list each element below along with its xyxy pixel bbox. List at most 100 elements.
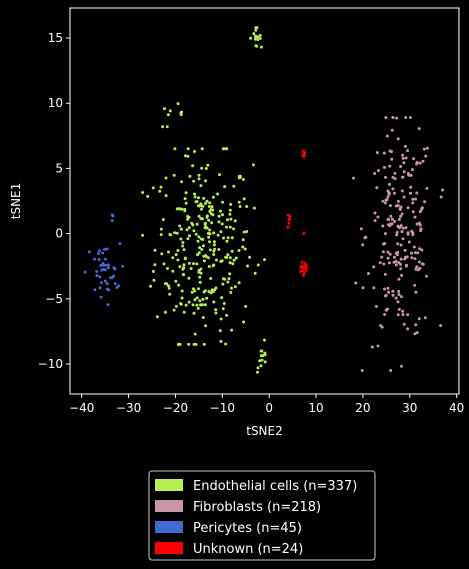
point-series-0 xyxy=(202,259,206,263)
point-series-0 xyxy=(162,262,166,266)
point-series-1 xyxy=(396,204,400,207)
point-series-0 xyxy=(190,221,194,225)
legend-label: Unknown (n=24) xyxy=(193,542,303,557)
point-series-1 xyxy=(413,215,417,219)
point-series-0 xyxy=(197,214,201,218)
point-series-3 xyxy=(299,266,303,269)
point-series-2 xyxy=(93,257,96,261)
point-series-2 xyxy=(105,282,109,285)
point-series-0 xyxy=(173,231,177,235)
point-series-0 xyxy=(249,36,253,40)
point-series-0 xyxy=(166,113,170,117)
legend-swatch xyxy=(155,542,183,554)
point-series-0 xyxy=(186,147,190,151)
point-series-1 xyxy=(404,156,408,160)
point-series-1 xyxy=(415,222,419,226)
point-series-0 xyxy=(174,279,178,283)
point-series-1 xyxy=(399,257,403,261)
point-series-0 xyxy=(217,214,221,218)
point-series-0 xyxy=(228,261,232,265)
point-series-0 xyxy=(153,248,157,252)
point-series-0 xyxy=(177,207,181,211)
point-series-1 xyxy=(424,274,428,278)
point-series-0 xyxy=(219,230,223,234)
point-series-0 xyxy=(242,320,246,324)
point-series-0 xyxy=(153,263,157,267)
point-series-1 xyxy=(383,287,386,291)
point-series-0 xyxy=(184,191,188,195)
point-series-0 xyxy=(205,226,209,230)
point-series-0 xyxy=(194,232,198,236)
point-series-1 xyxy=(389,369,393,372)
point-series-1 xyxy=(395,233,399,237)
point-series-0 xyxy=(183,256,187,260)
point-series-0 xyxy=(207,265,211,268)
point-series-0 xyxy=(253,271,257,275)
point-series-2 xyxy=(121,264,125,268)
point-series-0 xyxy=(195,200,199,204)
point-series-0 xyxy=(231,262,235,266)
point-series-1 xyxy=(420,248,424,252)
point-series-0 xyxy=(198,275,202,279)
point-series-0 xyxy=(241,245,245,249)
point-series-0 xyxy=(197,235,201,239)
point-series-0 xyxy=(199,271,203,275)
point-series-0 xyxy=(252,206,256,210)
point-series-0 xyxy=(229,202,233,206)
point-series-1 xyxy=(408,116,412,119)
point-series-0 xyxy=(197,287,200,291)
point-series-1 xyxy=(406,149,410,153)
point-series-1 xyxy=(400,212,404,216)
point-series-1 xyxy=(413,283,417,287)
point-series-0 xyxy=(183,209,187,213)
point-series-1 xyxy=(397,293,401,296)
point-series-1 xyxy=(388,224,392,228)
point-series-0 xyxy=(206,256,210,260)
legend-label: Pericytes (n=45) xyxy=(193,521,302,536)
point-series-1 xyxy=(410,256,414,260)
point-series-1 xyxy=(421,262,425,266)
y-tick-label: −10 xyxy=(38,357,63,371)
point-series-0 xyxy=(207,235,211,239)
point-series-1 xyxy=(439,195,443,199)
point-series-1 xyxy=(401,237,405,241)
point-series-0 xyxy=(242,197,246,201)
point-series-1 xyxy=(354,281,358,285)
point-series-0 xyxy=(255,26,259,30)
point-series-0 xyxy=(263,353,267,357)
point-series-1 xyxy=(398,208,402,211)
point-series-1 xyxy=(373,211,377,215)
point-series-0 xyxy=(155,315,159,319)
point-series-1 xyxy=(411,231,415,235)
point-series-0 xyxy=(232,184,236,188)
x-tick-label: −10 xyxy=(210,401,235,415)
point-series-1 xyxy=(400,189,404,193)
point-series-3 xyxy=(302,155,306,159)
point-series-1 xyxy=(381,250,385,254)
point-series-0 xyxy=(163,310,167,314)
point-series-1 xyxy=(390,217,394,221)
point-series-0 xyxy=(232,258,236,262)
legend-label: Endothelial cells (n=337) xyxy=(193,479,357,494)
y-axis-label: tSNE1 xyxy=(9,183,23,220)
point-series-1 xyxy=(399,214,403,218)
point-series-3 xyxy=(300,260,304,264)
point-series-0 xyxy=(151,186,155,190)
point-series-1 xyxy=(399,205,403,209)
point-series-1 xyxy=(419,227,423,231)
point-series-0 xyxy=(195,262,199,266)
point-series-2 xyxy=(103,279,107,283)
point-series-0 xyxy=(198,280,202,284)
point-series-0 xyxy=(229,217,233,221)
point-series-1 xyxy=(395,230,399,234)
point-series-2 xyxy=(99,281,103,285)
point-series-0 xyxy=(189,267,193,270)
y-tick-label: 5 xyxy=(55,161,63,175)
point-series-1 xyxy=(400,230,404,234)
point-series-0 xyxy=(196,253,199,257)
point-series-0 xyxy=(237,249,241,252)
point-series-1 xyxy=(409,191,412,195)
x-tick-label: 20 xyxy=(355,401,370,415)
point-series-0 xyxy=(207,290,211,293)
